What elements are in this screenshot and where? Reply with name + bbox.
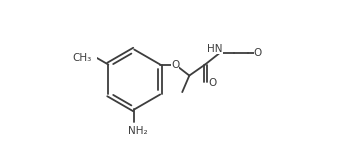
Text: CH₃: CH₃: [73, 53, 92, 63]
Text: O: O: [171, 59, 179, 69]
Text: NH₂: NH₂: [128, 126, 148, 136]
Text: HN: HN: [207, 44, 222, 54]
Text: O: O: [254, 48, 262, 58]
Text: O: O: [208, 78, 217, 88]
